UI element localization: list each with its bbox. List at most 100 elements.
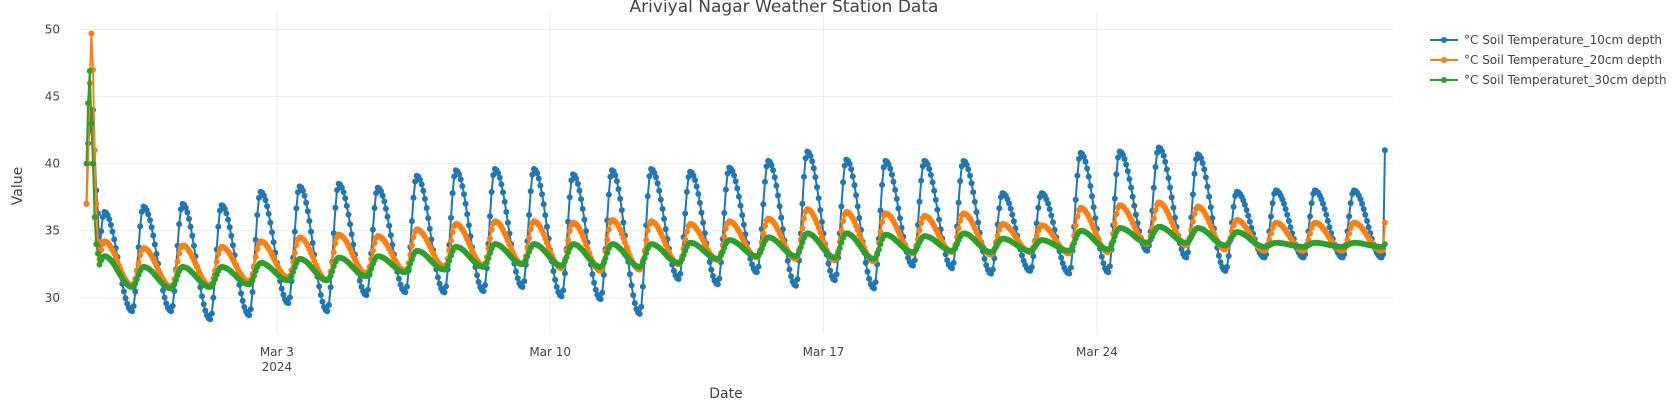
series-point — [407, 260, 414, 267]
series-point — [579, 205, 586, 212]
series-point — [168, 308, 175, 315]
series-point — [732, 178, 739, 185]
series-point — [1357, 196, 1364, 203]
series-point — [683, 188, 690, 195]
legend-item[interactable]: °C Soil Temperature_10cm depth — [1430, 33, 1662, 47]
series-point — [698, 209, 705, 216]
series-point — [1113, 171, 1120, 178]
series-point — [838, 203, 845, 210]
series-point — [91, 214, 98, 221]
series-point — [833, 271, 840, 278]
series-point — [1360, 206, 1367, 212]
series-point — [373, 190, 380, 197]
series-point — [316, 283, 323, 290]
series-point — [418, 181, 425, 188]
series-point — [659, 205, 666, 212]
series-point — [544, 223, 550, 230]
series-point — [319, 298, 326, 305]
series-point — [387, 232, 394, 239]
series-point — [1209, 215, 1216, 221]
series-point — [173, 277, 179, 283]
series-point — [270, 239, 277, 246]
series-point — [1085, 173, 1092, 180]
series-point — [150, 232, 157, 239]
series-point — [877, 241, 884, 248]
series-point — [324, 308, 331, 315]
series-point — [330, 249, 337, 256]
series-point — [226, 224, 233, 231]
series-point — [817, 229, 824, 236]
series-point — [692, 177, 698, 184]
series-point — [685, 174, 692, 180]
series-point — [763, 163, 770, 170]
series-point — [147, 217, 153, 224]
legend-item[interactable]: °C Soil Temperature_20cm depth — [1430, 53, 1662, 67]
series-point — [1268, 213, 1274, 220]
series-point — [675, 276, 682, 282]
series-point — [618, 207, 625, 214]
series-point — [285, 300, 292, 307]
series-point — [1010, 218, 1017, 225]
series-point — [989, 266, 996, 273]
series-point — [1076, 155, 1082, 162]
series-point — [786, 266, 793, 273]
series-point — [254, 246, 261, 252]
series-point — [1207, 204, 1214, 211]
series-point — [576, 187, 583, 194]
series-point — [605, 191, 612, 198]
series-point — [1346, 230, 1353, 237]
y-tick-label: 30 — [45, 291, 60, 305]
series-point — [1381, 241, 1388, 248]
series-point — [840, 179, 847, 186]
series-point — [379, 192, 386, 199]
series-point — [955, 225, 962, 232]
series-point — [879, 181, 886, 188]
series-point — [535, 175, 542, 182]
series-point — [957, 217, 964, 224]
series-point — [1170, 204, 1177, 211]
series-point — [770, 167, 777, 174]
series-point — [260, 192, 267, 199]
series-point — [626, 271, 633, 278]
series-point — [1089, 193, 1095, 200]
series-point — [934, 206, 941, 213]
series-point — [890, 178, 897, 185]
series-point — [825, 260, 832, 267]
series-point — [187, 223, 194, 230]
series-point — [753, 269, 760, 276]
series-point — [851, 182, 858, 189]
x-tick-label: Mar 24 — [1076, 345, 1118, 359]
y-axis-title: Value — [10, 167, 26, 205]
series-point — [542, 212, 549, 219]
series-point — [1115, 154, 1121, 161]
series-point — [1307, 230, 1313, 237]
series-point — [358, 283, 365, 290]
series-point — [643, 250, 650, 256]
series-point — [265, 210, 272, 217]
series-point — [731, 172, 738, 179]
series-point — [815, 195, 822, 202]
series-point — [280, 291, 287, 298]
series-point — [1202, 174, 1209, 181]
series-point — [496, 174, 503, 181]
series-point — [776, 203, 783, 210]
series-point — [721, 210, 728, 216]
series-point — [631, 300, 638, 307]
series-point — [137, 252, 144, 259]
series-point — [801, 215, 807, 222]
legend-item[interactable]: °C Soil Temperaturet_30cm depth — [1430, 73, 1667, 87]
series-point — [1163, 166, 1170, 173]
series-point — [620, 219, 627, 226]
series-point — [521, 278, 528, 285]
series-point — [408, 242, 415, 249]
series-point — [251, 273, 258, 279]
legend[interactable]: °C Soil Temperature_10cm depth °C Soil Te… — [1430, 33, 1667, 87]
series-point — [639, 259, 646, 266]
series-point — [291, 250, 298, 256]
series-point — [256, 194, 262, 201]
series-point — [797, 244, 804, 251]
series-point — [1131, 202, 1138, 209]
series-point — [630, 292, 637, 299]
